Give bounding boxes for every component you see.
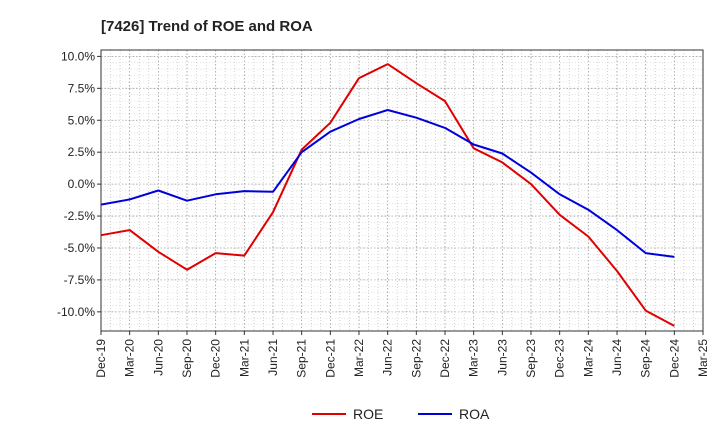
x-tick-label: Sep-21 <box>295 339 309 378</box>
legend: ROE ROA <box>312 406 490 422</box>
series-line-roa <box>100 109 675 258</box>
x-tick-label: Jun-23 <box>495 339 509 376</box>
y-tick-label: 5.0% <box>68 113 96 127</box>
y-tick-label: -7.5% <box>64 273 96 287</box>
y-tick-label: 0.0% <box>68 177 96 191</box>
x-tick-label: Jun-22 <box>381 339 395 376</box>
y-tick-label: 7.5% <box>68 81 96 95</box>
x-tick-label: Sep-23 <box>524 339 538 378</box>
x-tick-label: Mar-25 <box>696 339 710 377</box>
x-tick-label: Mar-22 <box>352 339 366 377</box>
x-tick-label: Dec-20 <box>209 339 223 378</box>
x-tick-label: Jun-21 <box>266 339 280 376</box>
plot-border <box>100 49 704 332</box>
x-tick-label: Mar-23 <box>467 339 481 377</box>
y-axis: 10.0% 7.5% 5.0% 2.5% 0.0% -2.5% -5.0% -7.5% -10.… <box>57 49 101 319</box>
x-axis: Dec-19 Mar-20 Jun-20 Sep-20 Dec-20 Mar-21 Jun-… <box>94 331 710 378</box>
x-tick-label: Dec-22 <box>438 339 452 378</box>
x-tick-label: Mar-20 <box>123 339 137 377</box>
y-tick-label: 2.5% <box>68 145 96 159</box>
grid <box>100 49 704 332</box>
y-tick-label: -2.5% <box>64 209 96 223</box>
x-tick-label: Dec-19 <box>94 339 108 378</box>
x-tick-label: Jun-24 <box>610 339 624 376</box>
x-tick-label: Dec-21 <box>323 339 337 378</box>
y-tick-label: 10.0% <box>61 49 95 63</box>
series-lines <box>100 63 675 327</box>
legend-label-roa: ROA <box>459 406 490 422</box>
x-tick-label: Sep-22 <box>409 339 423 378</box>
legend-label-roe: ROE <box>353 406 383 422</box>
x-tick-label: Dec-24 <box>667 339 681 378</box>
x-tick-label: Sep-24 <box>639 339 653 378</box>
x-tick-label: Mar-21 <box>237 339 251 377</box>
x-tick-label: Mar-24 <box>581 339 595 377</box>
x-tick-label: Sep-20 <box>180 339 194 378</box>
x-tick-label: Dec-23 <box>553 339 567 378</box>
y-tick-label: -5.0% <box>64 241 96 255</box>
series-line-roe <box>100 63 675 327</box>
y-tick-label: -10.0% <box>57 305 95 319</box>
x-tick-label: Jun-20 <box>151 339 165 376</box>
chart-title: [7426] Trend of ROE and ROA <box>101 18 313 35</box>
